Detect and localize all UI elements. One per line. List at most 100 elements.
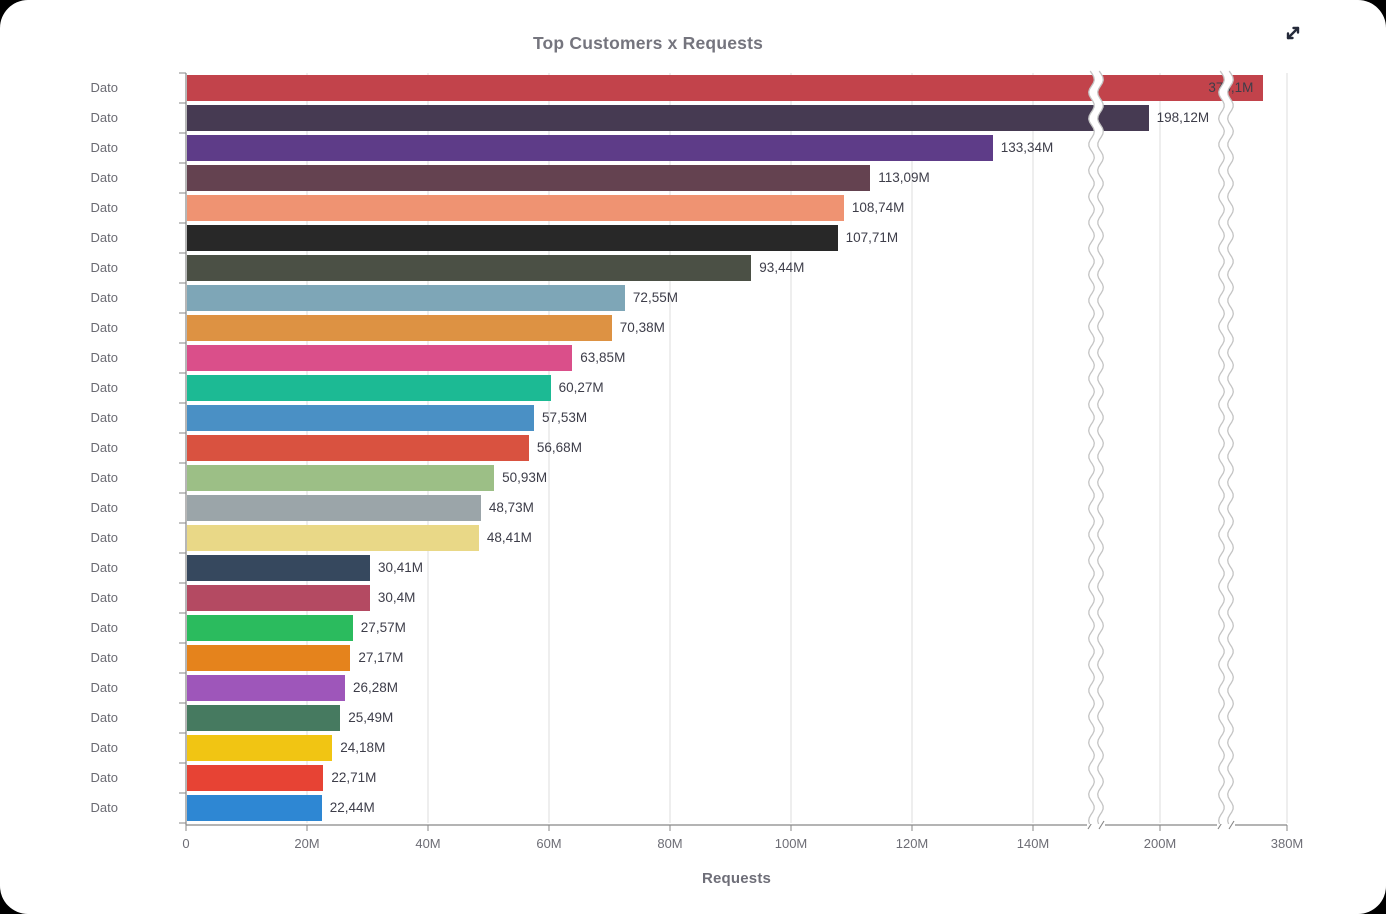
bar[interactable] [187, 795, 322, 821]
category-label: Dato [90, 620, 118, 635]
expand-button[interactable] [1280, 20, 1306, 46]
value-label: 107,71M [845, 230, 899, 245]
category-label: Dato [90, 770, 118, 785]
axis-break-wave-line [1088, 70, 1095, 825]
category-label: Dato [90, 440, 118, 455]
category-label: Dato [90, 380, 118, 395]
bar[interactable] [187, 555, 370, 581]
x-tick-label: 100M [774, 836, 808, 851]
bar[interactable] [187, 495, 481, 521]
category-label: Dato [90, 350, 118, 365]
category-label: Dato [90, 170, 118, 185]
value-label: 48,41M [486, 530, 532, 545]
bar[interactable] [187, 645, 351, 671]
category-label: Dato [90, 200, 118, 215]
bar[interactable] [187, 285, 625, 311]
bar[interactable] [187, 435, 529, 461]
x-tick-label: 40M [415, 836, 441, 851]
category-label: Dato [90, 560, 118, 575]
axis-break-mark [1228, 820, 1235, 830]
value-label: 27,17M [358, 650, 404, 665]
axis-break-band [1218, 71, 1234, 824]
axis-break-wave-line [1227, 70, 1234, 825]
value-label: 72,55M [632, 290, 678, 305]
value-label: 56,68M [536, 440, 582, 455]
value-label: 24,18M [340, 740, 386, 755]
x-tick-label: 80M [657, 836, 683, 851]
category-label: Dato [90, 80, 118, 95]
x-tick-label: 20M [294, 836, 320, 851]
bar[interactable] [187, 345, 573, 371]
category-label: Dato [90, 650, 118, 665]
axis-break-mark [1098, 820, 1105, 830]
axis-break-wave-line [1218, 70, 1225, 825]
value-label: 63,85M [580, 350, 626, 365]
category-label: Dato [90, 320, 118, 335]
x-tick-label: 200M [1143, 836, 1177, 851]
category-label: Dato [90, 290, 118, 305]
axis-break-band [1088, 71, 1104, 824]
value-label: 93,44M [759, 260, 805, 275]
value-label: 22,44M [329, 800, 375, 815]
bar[interactable] [187, 135, 993, 161]
category-label: Dato [90, 800, 118, 815]
x-tick-label: 60M [536, 836, 562, 851]
bar[interactable] [187, 255, 752, 281]
value-label: 60,27M [558, 380, 604, 395]
value-label: 30,41M [377, 560, 423, 575]
bar[interactable] [187, 675, 345, 701]
category-label: Dato [90, 680, 118, 695]
value-label: 133,34M [1000, 140, 1054, 155]
x-tick-label: 0 [182, 836, 190, 851]
bar[interactable] [187, 105, 1149, 131]
bar[interactable] [187, 735, 333, 761]
category-label: Dato [90, 470, 118, 485]
value-label: 108,74M [851, 200, 905, 215]
value-label: 25,49M [348, 710, 394, 725]
x-tick-label: 120M [895, 836, 929, 851]
bar[interactable] [187, 195, 844, 221]
value-label: 48,73M [488, 500, 534, 515]
axis-break-mark [1217, 820, 1224, 830]
bar[interactable] [187, 465, 495, 491]
axis-break-mark [1087, 820, 1094, 830]
bar[interactable] [187, 525, 479, 551]
x-axis-label: Requests [701, 870, 772, 887]
value-label: 113,09M [878, 170, 930, 185]
category-label: Dato [90, 590, 118, 605]
value-label: 22,71M [331, 770, 377, 785]
category-label: Dato [90, 710, 118, 725]
chart-title: Top Customers x Requests [532, 33, 764, 53]
bar[interactable] [187, 765, 324, 791]
category-label: Dato [90, 530, 118, 545]
bar[interactable] [187, 375, 551, 401]
bar[interactable] [187, 225, 838, 251]
value-label: 26,28M [352, 680, 399, 695]
category-label: Dato [90, 230, 118, 245]
category-label: Dato [90, 500, 118, 515]
axis-break-wave-line [1097, 70, 1104, 825]
bar[interactable] [187, 165, 871, 191]
category-label: Dato [90, 410, 118, 425]
expand-diagonal-arrows-icon [1286, 26, 1300, 40]
value-label: 376,1M [1208, 80, 1254, 95]
bar[interactable] [187, 705, 341, 731]
bar[interactable] [187, 405, 535, 431]
x-tick-label: 380M [1270, 836, 1304, 851]
category-label: Dato [90, 740, 118, 755]
bar[interactable] [187, 315, 612, 341]
bar[interactable] [187, 615, 353, 641]
category-label: Dato [90, 140, 118, 155]
value-label: 27,57M [360, 620, 406, 635]
bar[interactable] [187, 585, 370, 611]
value-label: 198,12M [1156, 110, 1210, 125]
value-label: 50,93M [502, 470, 548, 485]
category-label: Dato [90, 260, 118, 275]
category-label: Dato [90, 110, 118, 125]
value-label: 30,4M [377, 590, 416, 605]
value-label: 57,53M [542, 410, 588, 425]
value-label: 70,38M [619, 320, 665, 335]
bar[interactable] [187, 75, 1264, 101]
x-tick-label: 140M [1016, 836, 1050, 851]
